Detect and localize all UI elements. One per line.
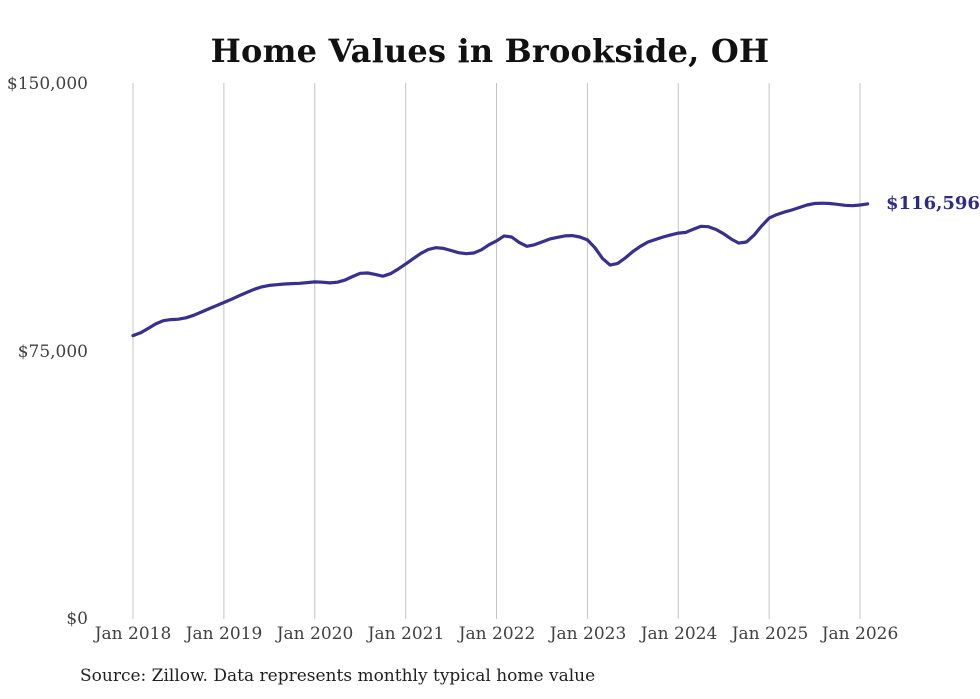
x-axis-tick-jan-2018: Jan 2018 [94, 624, 172, 644]
y-axis-tick-0: $0 [66, 609, 88, 629]
x-axis-tick-jan-2021: Jan 2021 [367, 624, 445, 644]
x-axis-tick-jan-2026: Jan 2026 [821, 624, 899, 644]
x-axis-tick-jan-2022: Jan 2022 [458, 624, 536, 644]
chart-title: Home Values in Brookside, OH [210, 32, 770, 70]
x-axis-tick-jan-2025: Jan 2025 [731, 624, 809, 644]
source-note: Source: Zillow. Data represents monthly … [80, 666, 596, 686]
x-axis-tick-jan-2020: Jan 2020 [276, 624, 354, 644]
x-axis-tick-jan-2024: Jan 2024 [640, 624, 718, 644]
y-axis-tick-75000: $75,000 [17, 342, 88, 362]
x-axis-tick-jan-2019: Jan 2019 [185, 624, 263, 644]
home-value-line [131, 201, 870, 338]
x-axis-tick-jan-2023: Jan 2023 [549, 624, 627, 644]
latest-value-label: $116,596 [886, 193, 980, 214]
y-axis-tick-150000: $150,000 [6, 74, 88, 94]
